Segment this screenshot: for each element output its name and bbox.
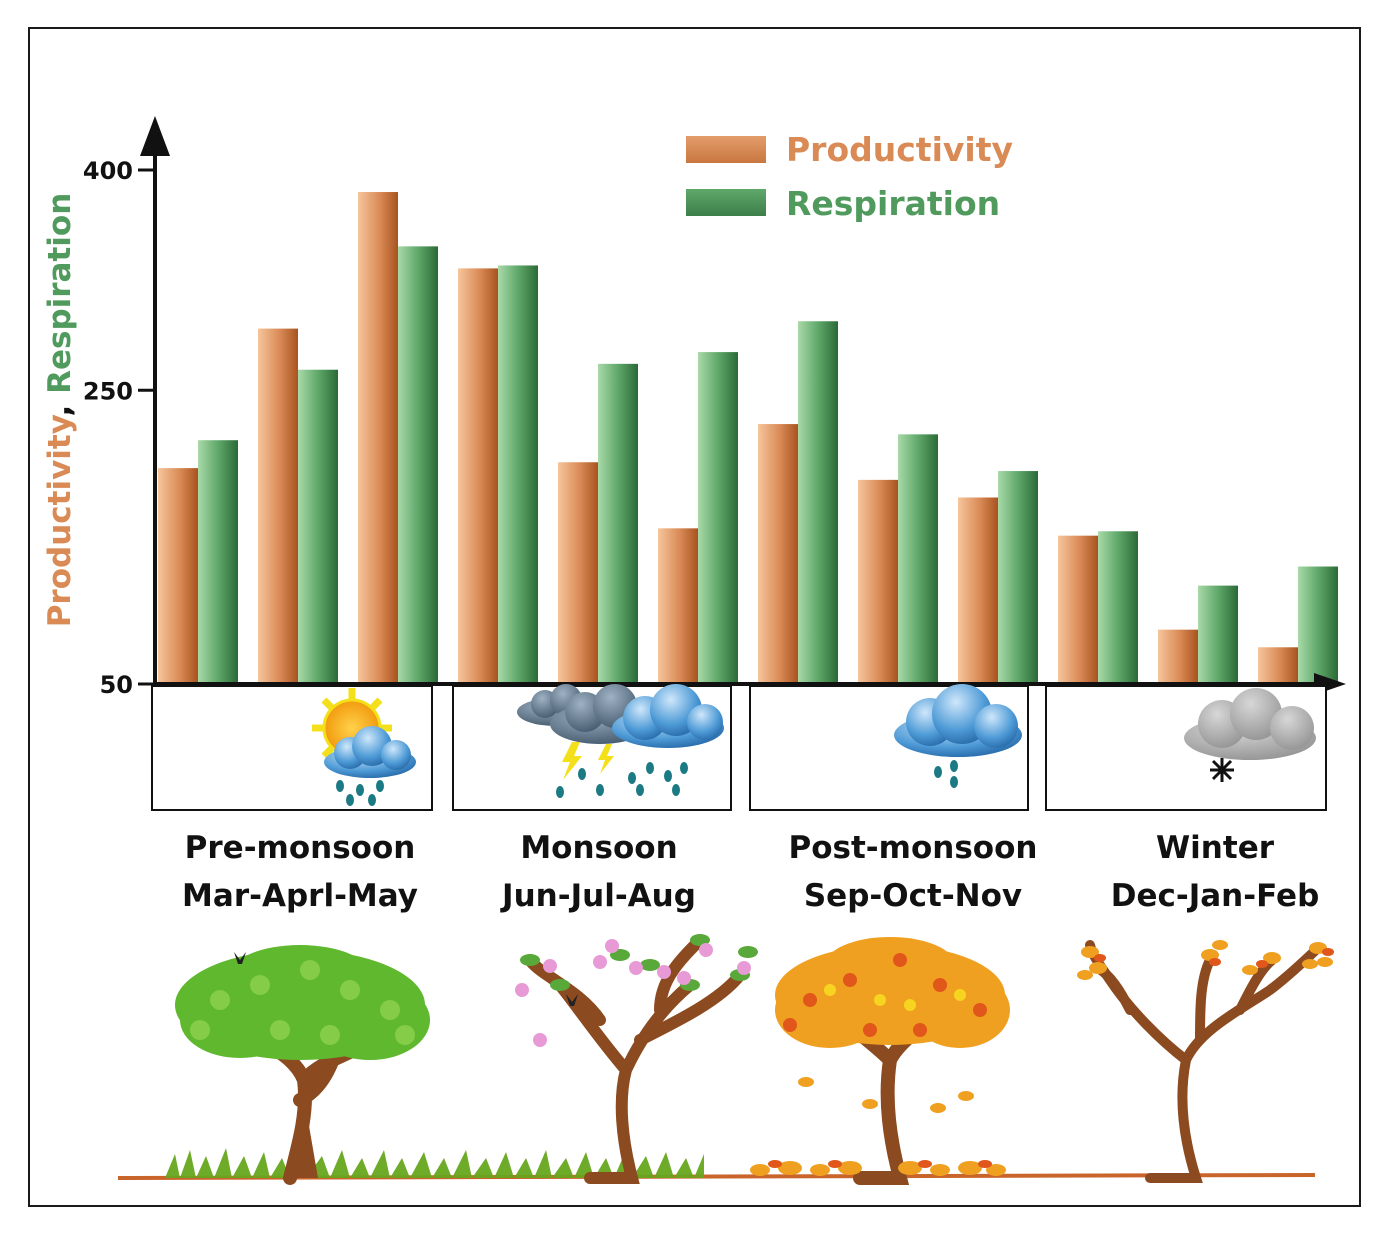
y-ticks: 50 250 400 (83, 157, 155, 699)
season-box-post-monsoon (749, 684, 1029, 811)
y-label-respiration: Respiration (42, 193, 78, 394)
season-name: Monsoon (520, 830, 678, 866)
bar-respiration-sep (798, 321, 838, 684)
bar-respiration-aug (698, 352, 738, 684)
rain-cloud-icon (894, 684, 1022, 788)
bar-productivity-may (358, 192, 398, 684)
season-name: Winter (1155, 830, 1275, 866)
bar-productivity-mar (158, 468, 198, 684)
legend-label-productivity: Productivity (786, 130, 1013, 169)
y-tick-label-50: 50 (100, 671, 133, 699)
figure-frame (28, 27, 1361, 1207)
green-tree-icon (165, 945, 704, 1185)
season-label-monsoon: Monsoon Jun-Jul-Aug (449, 824, 749, 920)
season-name: Pre-monsoon (184, 830, 416, 866)
season-label-winter: Winter Dec-Jan-Feb (1065, 824, 1365, 920)
season-name: Post-monsoon (788, 830, 1038, 866)
bar-respiration-oct (898, 434, 938, 684)
season-months: Jun-Jul-Aug (502, 878, 696, 914)
bar-productivity-jul (558, 462, 598, 684)
season-box-monsoon (452, 684, 732, 811)
bar-productivity-sep (758, 424, 798, 684)
bar-productivity-aug (658, 528, 698, 684)
bar-productivity-oct (858, 479, 898, 684)
bar-respiration-may (398, 246, 438, 684)
bar-respiration-dec (1098, 531, 1138, 684)
bar-productivity-apr (258, 328, 298, 684)
season-months: Mar-Aprl-May (182, 878, 418, 914)
season-months: Dec-Jan-Feb (1110, 878, 1320, 914)
bar-respiration-jan (1198, 585, 1238, 684)
bar-productivity-dec (1058, 535, 1098, 684)
season-label-post-monsoon: Post-monsoon Sep-Oct-Nov (763, 824, 1063, 920)
season-box-pre-monsoon (151, 685, 433, 811)
autumn-tree-icon (750, 937, 1010, 1185)
y-tick-label-400: 400 (83, 157, 133, 185)
bar-respiration-apr (298, 369, 338, 684)
season-label-pre-monsoon: Pre-monsoon Mar-Aprl-May (150, 824, 450, 920)
bar-marks (158, 192, 1338, 684)
bar-productivity-feb (1258, 647, 1298, 684)
bar-respiration-feb (1298, 566, 1338, 684)
y-tick-label-250: 250 (83, 377, 133, 405)
legend-swatch-productivity (686, 136, 766, 163)
bare-tree-icon (1077, 940, 1334, 1183)
bar-respiration-nov (998, 471, 1038, 684)
bar-productivity-jan (1158, 629, 1198, 684)
season-box-winter (1045, 685, 1327, 811)
bar-respiration-mar (198, 440, 238, 684)
bar-respiration-jun (498, 265, 538, 684)
bar-productivity-jun (458, 268, 498, 684)
snow-cloud-icon (1184, 688, 1316, 782)
y-label-separator: , (42, 394, 78, 417)
bar-respiration-jul (598, 363, 638, 684)
sun-rain-cloud-icon (312, 688, 416, 806)
y-axis-arrow (140, 116, 170, 156)
y-label-productivity: Productivity (42, 414, 78, 627)
legend-label-respiration: Respiration (786, 184, 1000, 223)
thunderstorm-cloud-icon (517, 684, 724, 798)
flowering-tree-icon (515, 934, 758, 1184)
legend-swatch-respiration (686, 189, 766, 216)
y-axis-label: Productivity, Respiration (42, 193, 78, 628)
legend: Productivity Respiration (686, 130, 1013, 223)
bar-productivity-nov (958, 497, 998, 684)
season-months: Sep-Oct-Nov (803, 878, 1023, 914)
